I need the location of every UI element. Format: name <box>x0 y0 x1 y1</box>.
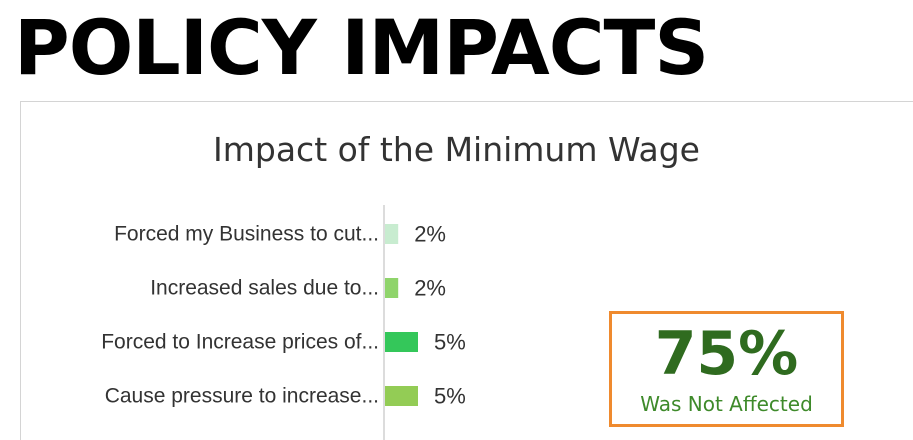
bar <box>385 332 418 352</box>
data-label: 2% <box>414 276 446 301</box>
callout-label: Was Not Affected <box>640 392 813 416</box>
data-label: 2% <box>414 222 446 247</box>
bar <box>385 386 418 406</box>
category-label: Increased sales due to... <box>150 277 379 300</box>
bar <box>385 278 399 298</box>
callout-value: 75% <box>654 319 799 389</box>
not-affected-callout: 75% Was Not Affected <box>609 311 844 427</box>
category-label: Cause pressure to increase... <box>105 385 379 408</box>
category-label: Forced my Business to cut... <box>114 223 379 246</box>
data-label: 5% <box>434 384 466 409</box>
chart-frame <box>20 101 913 440</box>
category-label: Forced to Increase prices of... <box>101 331 379 354</box>
bar <box>385 224 399 244</box>
data-label: 5% <box>434 330 466 355</box>
chart-title: Impact of the Minimum Wage <box>213 130 700 169</box>
page-headline: POLICY IMPACTS <box>14 3 709 92</box>
